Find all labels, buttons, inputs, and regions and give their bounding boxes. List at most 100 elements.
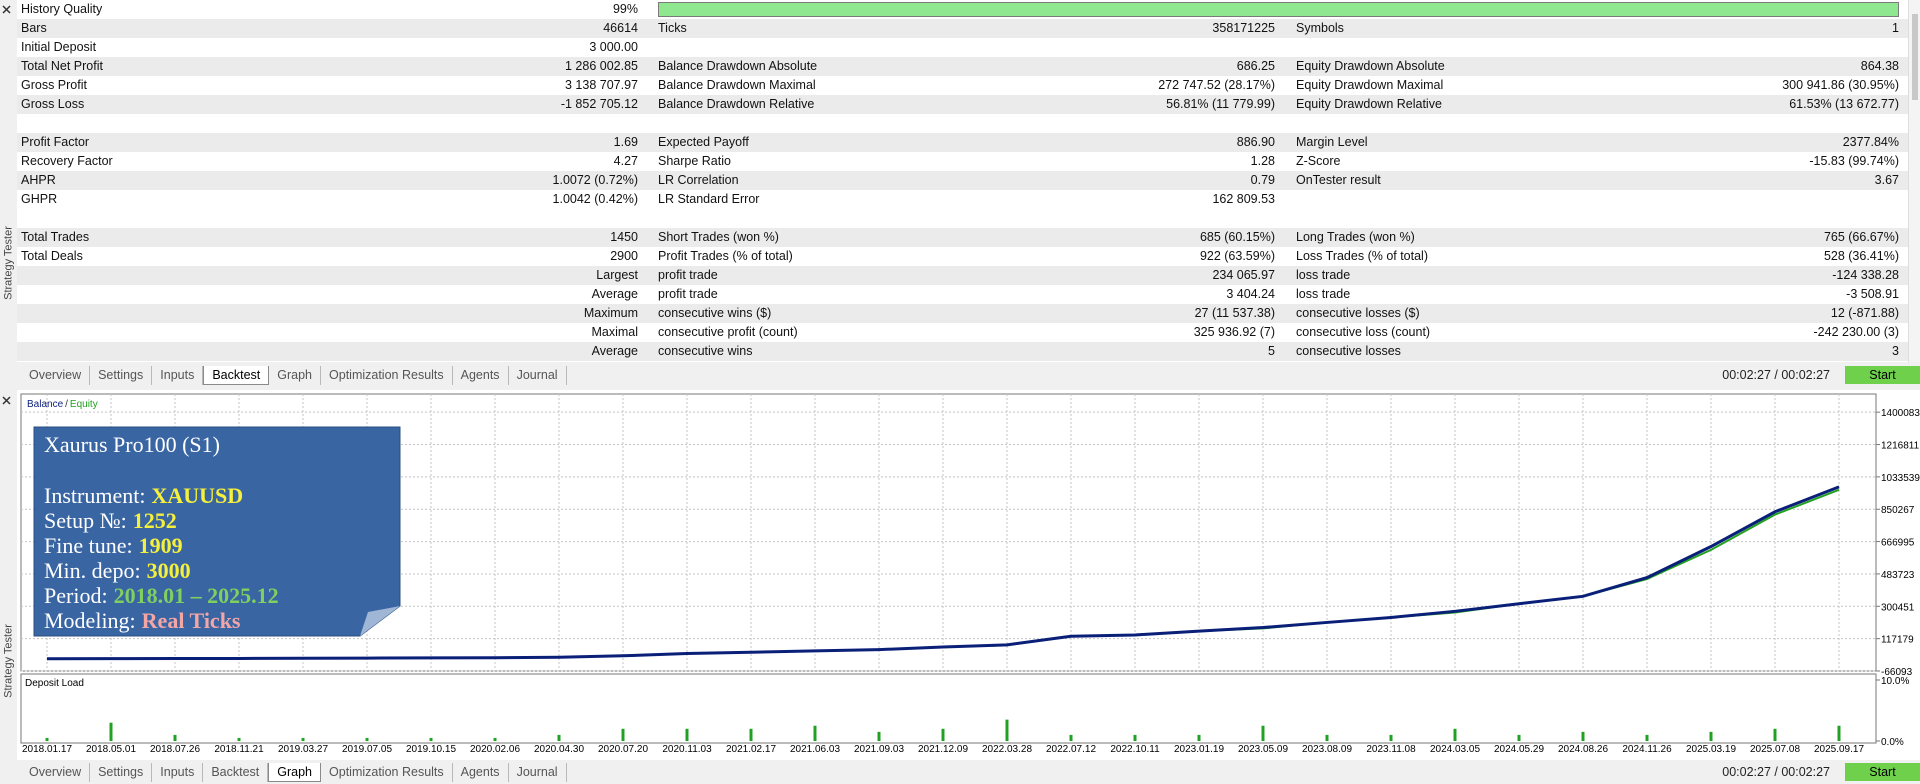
x-tick-label: 2020.02.06 [470,744,520,755]
tab[interactable]: Journal [509,366,567,385]
stat-row [17,209,1908,228]
y-tick-label: 300451 [1881,602,1915,613]
y-tick-label: 483723 [1881,570,1915,581]
bar [685,728,689,741]
tab[interactable]: Overview [21,366,91,385]
stat-row: GHPR 1.0042 (0.42%) LR Standard Error 162 8… [17,190,1908,209]
bar [1837,725,1841,741]
x-tick-label: 2021.02.17 [726,744,776,755]
scroll-thumb[interactable] [1912,14,1918,100]
y-tick-label: 1033539 [1881,473,1920,484]
stat-row: Total Trades 1450 Short Trades (won %) 685 … [17,228,1908,247]
stat-label: loss trade [1296,287,1351,301]
stat-value: 99% [612,2,638,16]
stat-value: -242 230.00 (3) [1813,325,1899,339]
tab[interactable]: Backtest [203,366,270,385]
info-value: 3000 [147,558,191,583]
tab[interactable]: Inputs [152,763,204,782]
stat-label: Equity Drawdown Maximal [1296,78,1444,92]
info-value: 1909 [139,533,183,558]
tab[interactable]: Overview [21,763,91,782]
series-line [46,488,1840,660]
tab[interactable]: Optimization Results [321,763,453,782]
tab[interactable]: Agents [453,763,509,782]
stat-value: Maximal [591,325,638,339]
tab[interactable]: Graph [268,763,322,782]
bar [1325,734,1329,741]
tab[interactable]: Backtest [203,763,269,782]
side-label: Strategy Tester [2,226,15,300]
x-tick-label: 2023.08.09 [1302,744,1352,755]
bar [301,737,305,741]
y-tick-label: 1216811 [1881,441,1920,452]
bar [1517,734,1521,741]
info-line: Period: 2018.01 – 2025.12 [44,583,279,608]
stat-value: 2377.84% [1842,135,1899,149]
x-tick-label: 2022.03.28 [982,744,1032,755]
scrollbar[interactable] [1908,0,1920,362]
report-panel: History Quality 99% Bars 46614 Ticks 35817122… [17,0,1908,362]
y-tick-label: 1400083 [1881,408,1920,419]
stat-value: 3 138 707.97 [565,78,638,92]
tab-bar: Overview Settings Inputs Backtest Graph Optim… [17,761,1920,783]
tab[interactable]: Inputs [152,366,204,385]
stat-label: Gross Profit [21,78,87,92]
stat-value: 4.27 [613,154,638,168]
stat-value: 686.25 [1236,59,1275,73]
bar [1773,728,1777,741]
stat-label: AHPR [21,173,56,187]
info-label: Instrument: [44,483,145,508]
stat-value: 528 (36.41%) [1823,249,1899,263]
stat-value: 685 (60.15%) [1199,230,1275,244]
stat-value: 5 [1268,344,1275,358]
stat-value: 162 809.53 [1212,192,1275,206]
tab[interactable]: Optimization Results [321,366,453,385]
bar [1069,734,1073,741]
stat-value: 1.0042 (0.42%) [552,192,638,206]
stat-value: 922 (63.59%) [1199,249,1275,263]
stat-label: profit trade [658,268,718,282]
stat-label: Initial Deposit [21,40,97,54]
stat-row: Total Net Profit 1 286 002.85 Balance Draw… [17,57,1908,76]
x-tick-label: 2019.07.05 [342,744,392,755]
x-tick-label: 2021.12.09 [918,744,968,755]
stat-value: Average [591,287,638,301]
stat-label: consecutive losses [1296,344,1401,358]
tab[interactable]: Agents [453,366,509,385]
timer: 00:02:27 / 00:02:27 [1722,368,1830,382]
info-line: Instrument: XAUUSD [44,483,243,508]
bar [173,734,177,741]
stat-label: Balance Drawdown Relative [658,97,815,111]
info-value: 2018.01 – 2025.12 [114,583,279,608]
stat-value: -3 508.91 [1846,287,1899,301]
stat-label: consecutive loss (count) [1296,325,1431,339]
stat-value: -15.83 (99.74%) [1809,154,1899,168]
tab[interactable]: Graph [269,366,322,385]
y-tick-label: 666995 [1881,538,1915,549]
stat-value: 1.0072 (0.72%) [552,173,638,187]
info-label: Setup №: [44,508,127,533]
legend-separator: / [65,399,68,410]
x-tick-label: 2025.03.19 [1686,744,1736,755]
tab[interactable]: Settings [90,763,153,782]
stat-row: Average profit trade 3 404.24 loss trade -3 … [17,285,1908,304]
side-label: Strategy Tester [2,623,15,698]
stat-label: Equity Drawdown Absolute [1296,59,1445,73]
stat-label: Symbols [1296,21,1344,35]
side-label-box: Strategy Tester [0,575,17,750]
stat-row [17,114,1908,133]
x-tick-label: 2020.11.03 [662,744,712,755]
stat-label: Equity Drawdown Relative [1296,97,1442,111]
tab[interactable]: Journal [509,763,567,782]
x-tick-label: 2024.08.26 [1558,744,1608,755]
start-button[interactable]: Start [1845,366,1920,384]
x-tick-label: 2023.05.09 [1238,744,1288,755]
stat-label: LR Correlation [658,173,739,187]
stat-value: -124 338.28 [1832,268,1899,282]
info-label: Fine tune: [44,533,133,558]
stat-value: 1 [1892,21,1899,35]
x-tick-label: 2024.03.05 [1430,744,1480,755]
tab[interactable]: Settings [90,366,153,385]
start-button[interactable]: Start [1845,763,1920,781]
stat-value: 0.79 [1250,173,1275,187]
